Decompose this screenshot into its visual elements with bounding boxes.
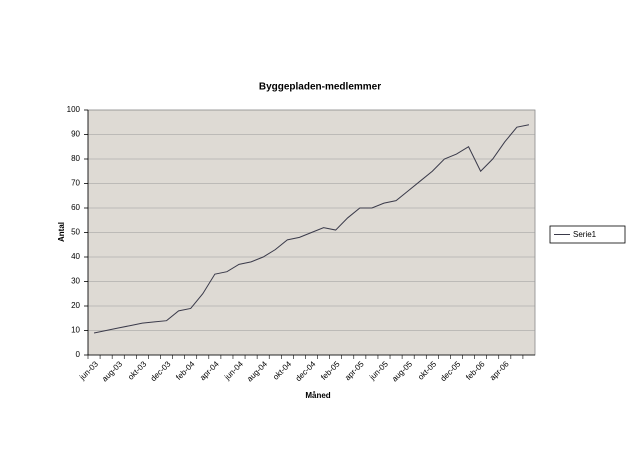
series-line bbox=[93, 124, 530, 334]
x-tick-label: jun-05 bbox=[367, 359, 390, 382]
y-tick-label: 70 bbox=[71, 179, 80, 188]
x-tick-label: dec-04 bbox=[294, 359, 318, 383]
x-tick-label: dec-03 bbox=[149, 359, 173, 383]
y-tick-label: 0 bbox=[76, 350, 81, 359]
x-axis-title: Måned bbox=[305, 391, 330, 400]
y-tick-label: 20 bbox=[71, 301, 80, 310]
y-tick-label: 80 bbox=[71, 154, 80, 163]
x-tick-label: okt-04 bbox=[271, 359, 293, 381]
y-tick-label: 100 bbox=[67, 105, 81, 114]
y-tick-label: 40 bbox=[71, 252, 80, 261]
x-tick-label: apr-05 bbox=[343, 359, 366, 382]
x-tick-label: apr-06 bbox=[488, 359, 511, 382]
legend bbox=[549, 225, 626, 244]
y-tick-label: 30 bbox=[71, 277, 80, 286]
x-tick-label: aug-03 bbox=[100, 359, 124, 383]
x-tick-label: feb-04 bbox=[174, 359, 197, 382]
x-tick-label: dec-05 bbox=[439, 359, 463, 383]
x-tick-label: aug-05 bbox=[390, 359, 414, 383]
y-tick-label: 50 bbox=[71, 228, 80, 237]
y-tick-label: 10 bbox=[71, 326, 80, 335]
x-tick-label: jun-03 bbox=[77, 359, 100, 382]
x-tick-label: apr-04 bbox=[198, 359, 221, 382]
legend-label: Serie1 bbox=[573, 230, 597, 239]
x-tick-label: jun-04 bbox=[222, 359, 245, 382]
y-axis-title: Antal bbox=[57, 222, 66, 242]
chart-title: Byggepladen-medlemmer bbox=[259, 82, 381, 93]
x-tick-label: aug-04 bbox=[245, 359, 269, 383]
y-tick-label: 60 bbox=[71, 203, 80, 212]
x-tick-label: okt-03 bbox=[126, 359, 148, 381]
x-tick-label: feb-05 bbox=[319, 359, 342, 382]
x-tick-label: okt-05 bbox=[416, 359, 438, 381]
x-tick-label: feb-06 bbox=[464, 359, 487, 382]
y-tick-label: 90 bbox=[71, 130, 80, 139]
